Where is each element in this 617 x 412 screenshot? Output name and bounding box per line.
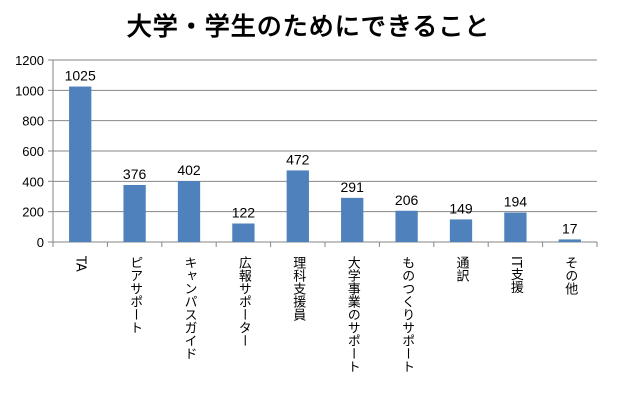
data-label: 122: [232, 204, 256, 220]
data-label: 17: [562, 220, 578, 236]
category-label: キャンパスガイド: [182, 256, 198, 360]
category-label: IT支援: [508, 256, 524, 294]
category-label: 広報サポーター: [236, 256, 252, 347]
y-tick-label: 800: [22, 114, 44, 129]
category-label: 理科支援員: [290, 256, 306, 321]
y-tick-label: 1200: [15, 53, 44, 68]
bar: [286, 170, 309, 242]
category-label: ものつくりサポート: [399, 256, 414, 373]
data-label: 376: [123, 166, 147, 182]
bar: [395, 210, 418, 242]
bar: [341, 197, 364, 242]
data-label: 291: [341, 179, 365, 195]
y-tick-label: 400: [22, 174, 44, 189]
category-label: TA: [73, 255, 88, 272]
data-label: 206: [395, 192, 419, 208]
data-label: 472: [286, 151, 310, 167]
category-label: ピアサポート: [127, 256, 142, 334]
bar: [449, 219, 473, 242]
y-tick-label: 600: [22, 144, 44, 159]
data-label: 149: [449, 200, 473, 216]
category-label: その他: [562, 256, 578, 296]
data-label: 194: [504, 194, 528, 210]
chart-title: 大学・学生のためにできること: [126, 12, 491, 41]
y-tick-label: 0: [37, 235, 44, 250]
bar: [177, 181, 201, 242]
data-label: 402: [177, 162, 201, 178]
y-tick-label: 1000: [15, 83, 44, 98]
category-label: 通訳: [454, 256, 470, 282]
bar: [123, 184, 146, 242]
bar: [232, 223, 255, 242]
data-label: 1025: [65, 68, 96, 84]
bar: [69, 86, 92, 243]
bar: [504, 212, 527, 242]
y-tick-label: 200: [22, 205, 44, 220]
bar: [558, 239, 581, 242]
category-label: 大学事業のサポート: [345, 256, 361, 373]
